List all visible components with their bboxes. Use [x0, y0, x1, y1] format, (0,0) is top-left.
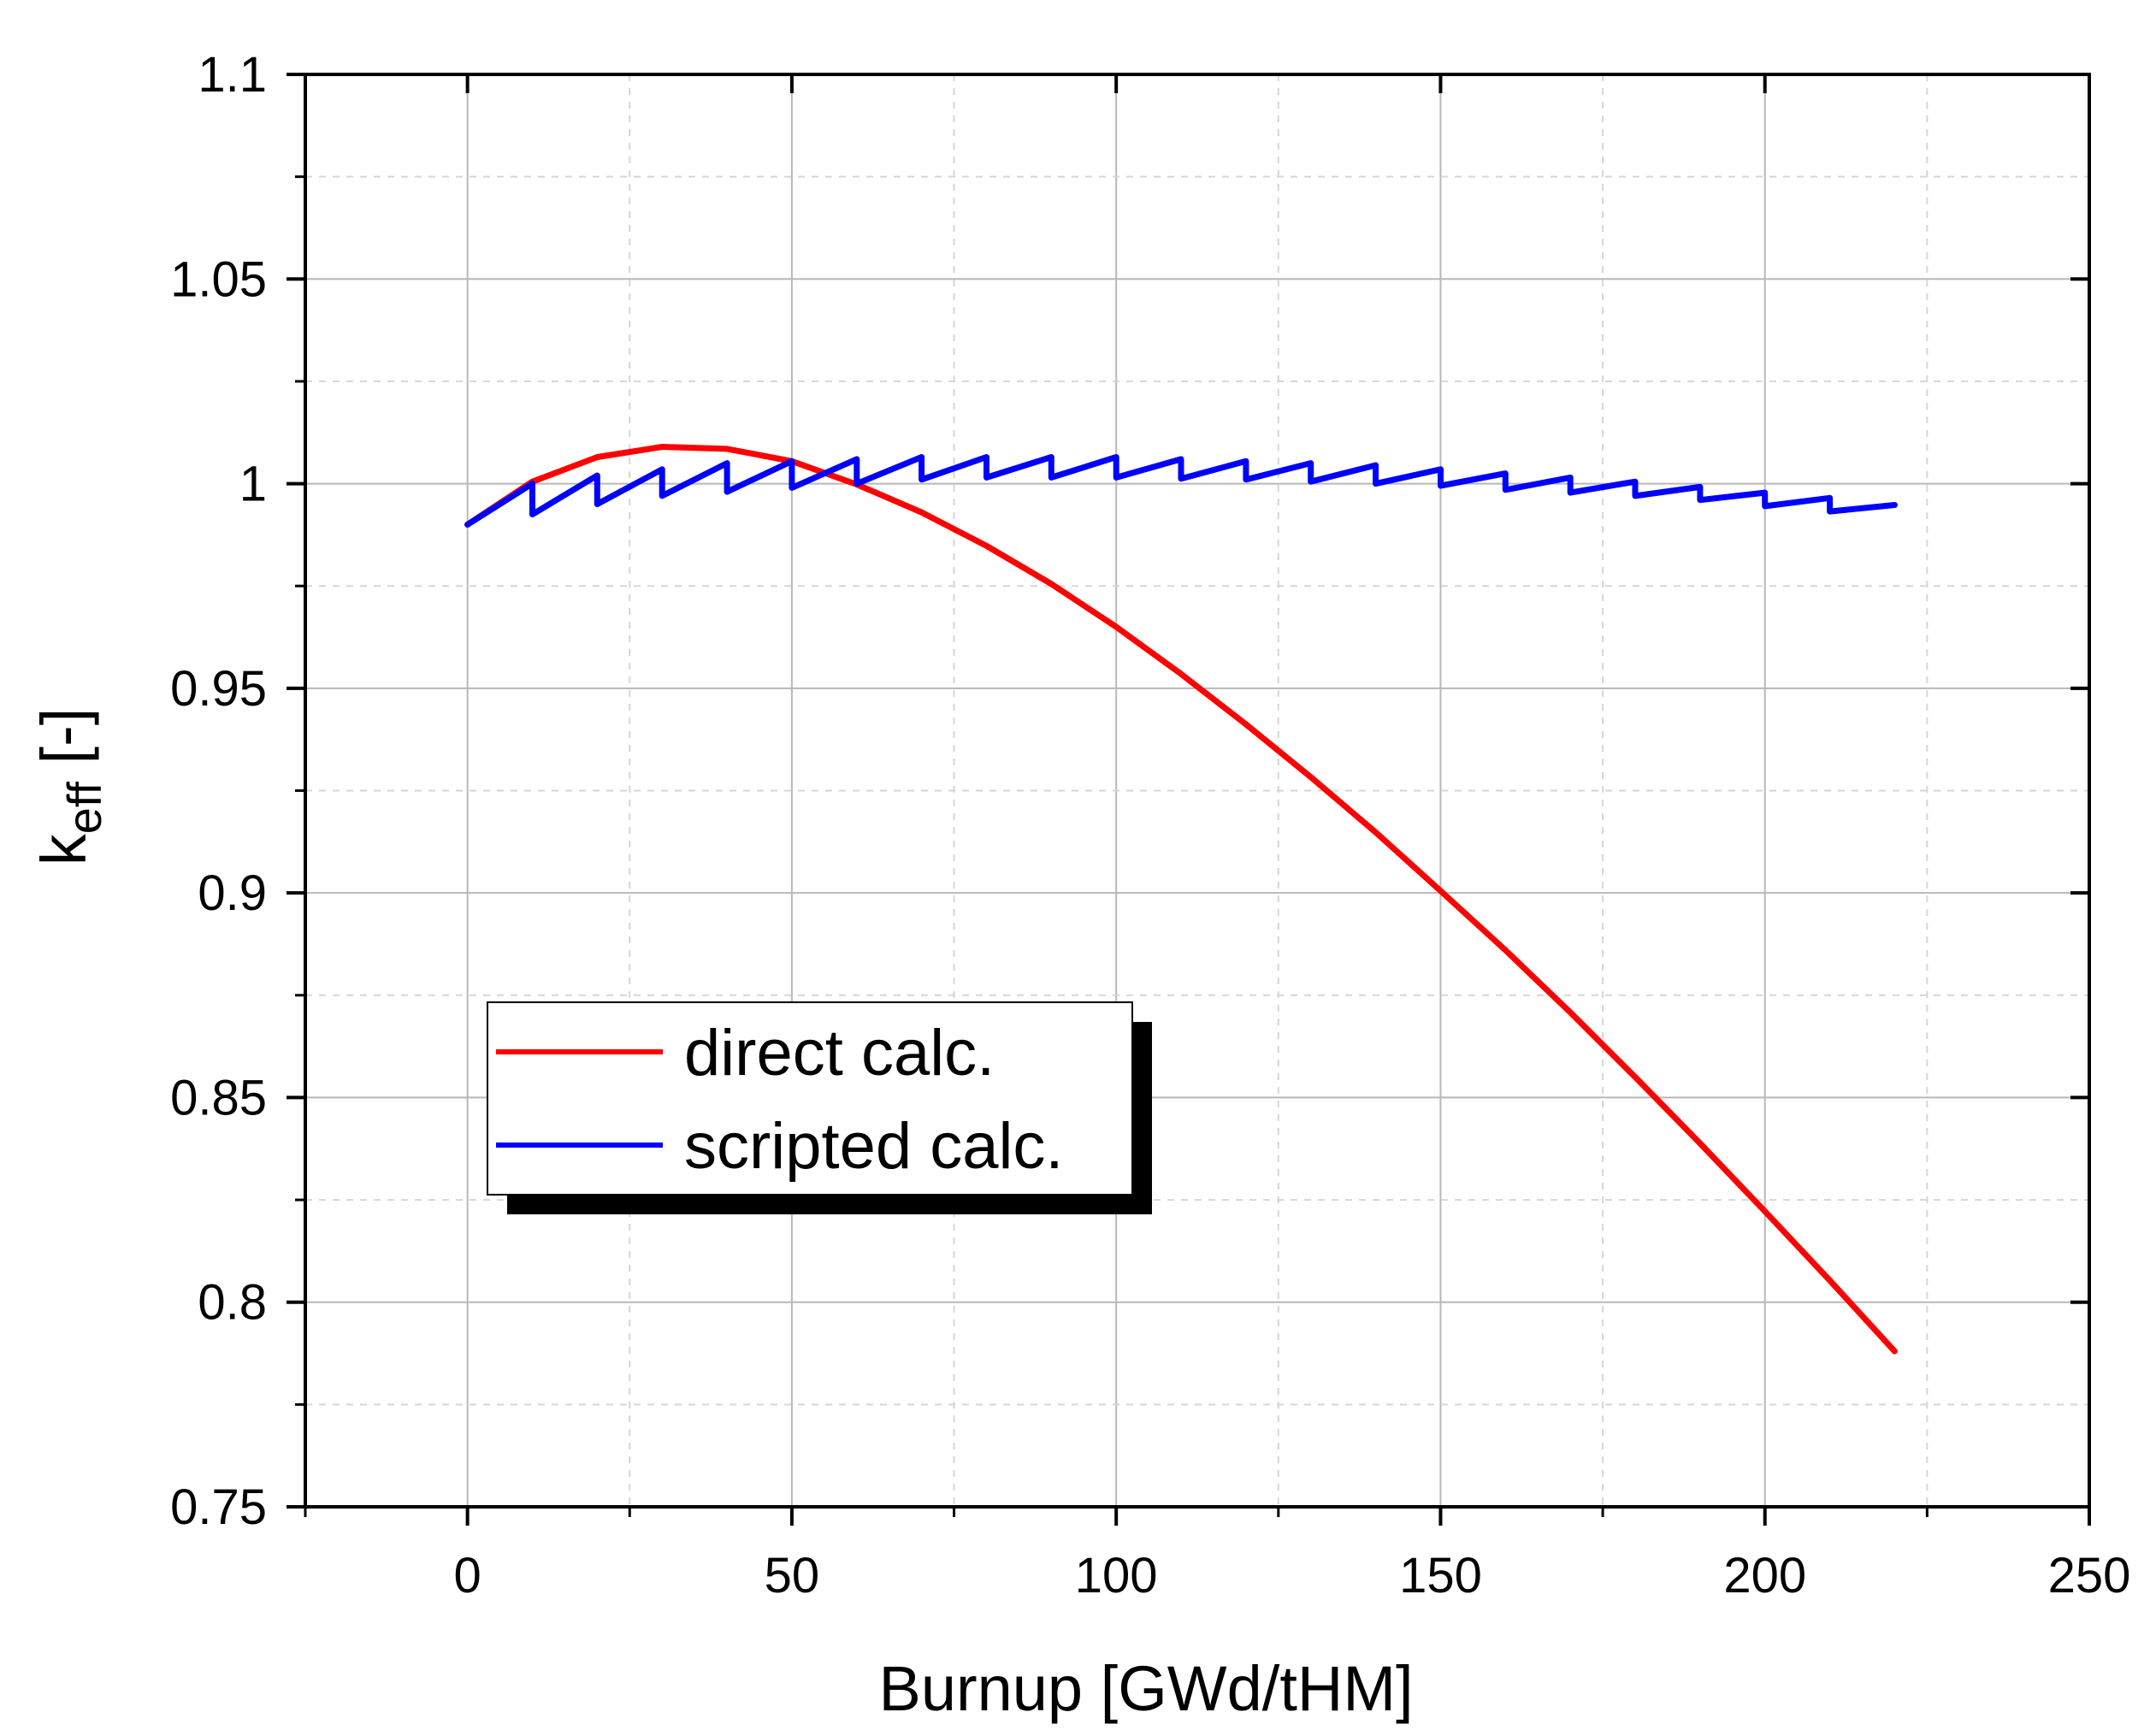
x-axis-title: Burnup [GWd/tHM] — [878, 1653, 1413, 1724]
x-tick-label: 150 — [1399, 1548, 1482, 1603]
y-tick-label: 0.75 — [170, 1479, 267, 1535]
x-tick-label: 50 — [765, 1548, 820, 1603]
legend: direct calc. scripted calc. — [487, 1001, 1152, 1214]
y-axis-title-base: k — [28, 833, 99, 865]
y-axis-title: keff [-] — [28, 708, 111, 866]
x-tick-label: 100 — [1075, 1548, 1158, 1603]
legend-box — [487, 1001, 1133, 1196]
legend-label-scripted-calc: scripted calc. — [684, 1110, 1064, 1183]
ticks — [286, 73, 2091, 1526]
series-line-direct-calc — [464, 444, 1898, 1355]
tick-labels: 0 50 100 150 200 250 0.75 0.8 0.85 0.9 0.95 1 1.05 1.… — [170, 47, 2130, 1603]
x-tick-label: 0 — [454, 1548, 481, 1603]
y-tick-label: 0.95 — [170, 661, 267, 717]
y-axis-title-subscript: eff — [57, 782, 111, 835]
y-tick-label: 1.1 — [198, 47, 267, 103]
x-tick-label: 250 — [2048, 1548, 2131, 1603]
x-tick-label: 200 — [1723, 1548, 1806, 1603]
series-layer — [464, 444, 1898, 1355]
y-tick-label: 1.05 — [170, 251, 267, 307]
y-tick-label: 0.8 — [198, 1275, 267, 1331]
y-tick-label: 0.85 — [170, 1070, 267, 1125]
y-axis-title-suffix: [-] — [28, 708, 99, 782]
y-tick-label: 0.9 — [198, 865, 267, 921]
legend-label-direct-calc: direct calc. — [684, 1017, 995, 1089]
y-tick-label: 1 — [239, 457, 267, 512]
series-line-scripted-calc — [464, 454, 1898, 528]
